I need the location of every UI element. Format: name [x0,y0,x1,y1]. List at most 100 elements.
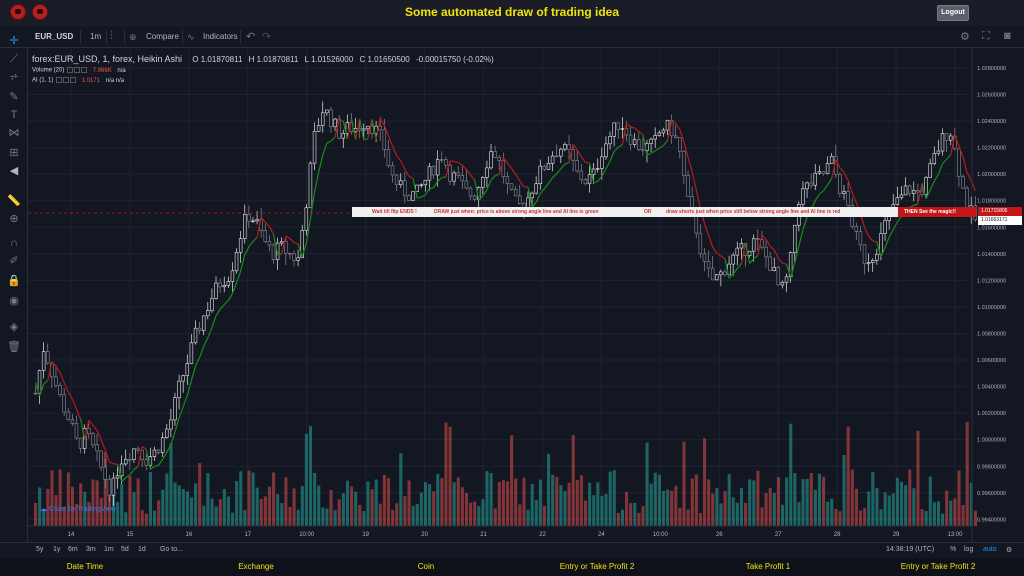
ai-line-segment [950,135,956,155]
ruler-icon[interactable]: 📏 [7,195,21,207]
footer-coin[interactable]: Coin [417,562,435,571]
lock-drawing-icon[interactable]: ✐ [9,255,19,267]
range-1d[interactable]: 1d [138,546,146,553]
tradingview-watermark[interactable]: ☁ Chart by TradingView [40,506,116,513]
ai-line-segment [244,246,250,256]
auto-toggle[interactable]: auto [983,546,997,553]
eye-icon[interactable] [56,77,63,83]
settings-icon[interactable] [74,67,81,73]
magnet-icon[interactable]: ∩ [10,237,18,249]
goto-button[interactable]: Go to... [160,546,183,553]
settings-icon[interactable]: ⚙ [960,31,970,43]
volume-bar [62,507,66,526]
percent-toggle[interactable]: % [950,546,957,553]
compare-button[interactable]: Compare [146,32,179,41]
ai-indicator-row[interactable]: AI (1, 1) 1.0171 n/a n/a [32,77,124,84]
volume-bar [46,488,50,526]
candle-body [362,128,366,131]
undo-icon[interactable]: ↶ [246,31,256,43]
redo-icon[interactable]: ↷ [262,31,272,43]
volume-bar [296,509,300,526]
pattern-icon[interactable]: ⋈ [8,127,20,139]
measure-icon[interactable]: ⊞ [9,147,19,159]
range-1m[interactable]: 1m [104,546,114,553]
settings-icon[interactable]: ⚙ [1006,547,1013,554]
candle-body [345,122,350,134]
candle-body [329,109,333,128]
footer-entry-tp2[interactable]: Entry or Take Profit 2 [559,562,635,571]
candle-body [357,127,362,131]
fib-icon[interactable]: ⩫ [9,71,19,83]
range-3m[interactable]: 3m [86,546,96,553]
footer-date-time[interactable]: Date Time [66,562,104,571]
price-chart[interactable]: 1.02800000 1.02600000 1.02400000 1.02200000… [28,48,1024,542]
range-6m[interactable]: 6m [68,546,78,553]
pencil-icon[interactable]: ✎ [9,91,19,103]
text-icon[interactable]: T [10,109,18,121]
volume-indicator-row[interactable]: Volume (20) 7.966K n/a [32,67,126,74]
volume-bar [604,493,608,526]
candle-body [591,168,596,175]
settings-icon[interactable] [63,77,70,83]
ai-line-segment [921,183,927,199]
candle-body [657,132,662,136]
time-tick-label: 10:00 [653,532,669,538]
candle-body [419,184,423,186]
trash-icon[interactable]: 🗑 [7,341,21,353]
range-5d[interactable]: 5d [121,546,129,553]
ai-line-segment [851,192,857,203]
ai-line-segment [285,235,291,240]
footer-exchange[interactable]: Exchange [238,562,274,571]
close-icon[interactable] [81,67,88,73]
candle-body [620,128,625,130]
back-arrow-icon[interactable]: ◀ [9,165,19,177]
ai-line-segment [707,234,714,248]
lock-icon[interactable]: 🔒 [7,275,21,287]
close-icon[interactable] [70,77,77,83]
trendline-icon[interactable]: ⟋ [10,53,18,65]
volume-bar [522,477,526,526]
indicator-value: 1.0171 [81,77,101,84]
ai-line-segment [162,452,168,460]
crosshair-icon[interactable]: ✛ [9,35,19,47]
candle-body [341,133,345,139]
range-5y[interactable]: 5y [36,546,44,553]
zoom-in-icon[interactable]: ⊕ [9,213,19,225]
symbol-search[interactable]: EUR_USD [35,32,74,41]
candle-body [801,188,805,205]
fullscreen-icon[interactable]: ⛶ [982,30,990,42]
ai-line-segment [470,174,476,181]
indicators-button[interactable]: Indicators [203,32,238,41]
interval-button[interactable]: 1m [90,32,102,41]
footer-entry-tp2-b[interactable]: Entry or Take Profit 2 [900,562,976,571]
footer-tp1[interactable]: Take Profit 1 [745,562,791,571]
volume-bar [858,510,863,526]
layers-icon[interactable]: ◈ [9,321,19,333]
camera-icon[interactable]: ◙ [1004,30,1011,42]
eye-icon[interactable]: ◉ [9,295,19,307]
ai-line-segment [231,282,238,294]
volume-bar [526,509,530,526]
candle-body [587,174,592,185]
volume-bar [247,470,251,526]
chart-toolbar: EUR_USD 1m ⫶ ⊕ Compare ∿ Indicators ↶ ↷ … [0,26,1024,48]
volume-bar [452,482,456,526]
ai-line-segment [761,234,767,240]
range-1y[interactable]: 1y [53,546,61,553]
eye-icon[interactable] [67,67,74,73]
volume-bar [493,508,497,526]
candle-body [74,422,79,439]
candle-body [440,159,444,161]
volume-bar [103,451,107,526]
series-title[interactable]: forex:EUR_USD, 1, forex, Heikin Ashi [32,54,183,64]
banner-callout: THEN See the magic!! [898,207,976,217]
log-toggle[interactable]: log [964,546,974,553]
candle-body [456,172,460,176]
candle-body [70,419,75,424]
volume-bar [79,483,83,526]
ai-line-segment [658,145,664,149]
ai-line-segment [125,474,131,479]
ai-line-segment [572,144,578,151]
candles-icon[interactable]: ⫶ [110,30,113,42]
logout-button[interactable]: Logout [937,5,969,21]
